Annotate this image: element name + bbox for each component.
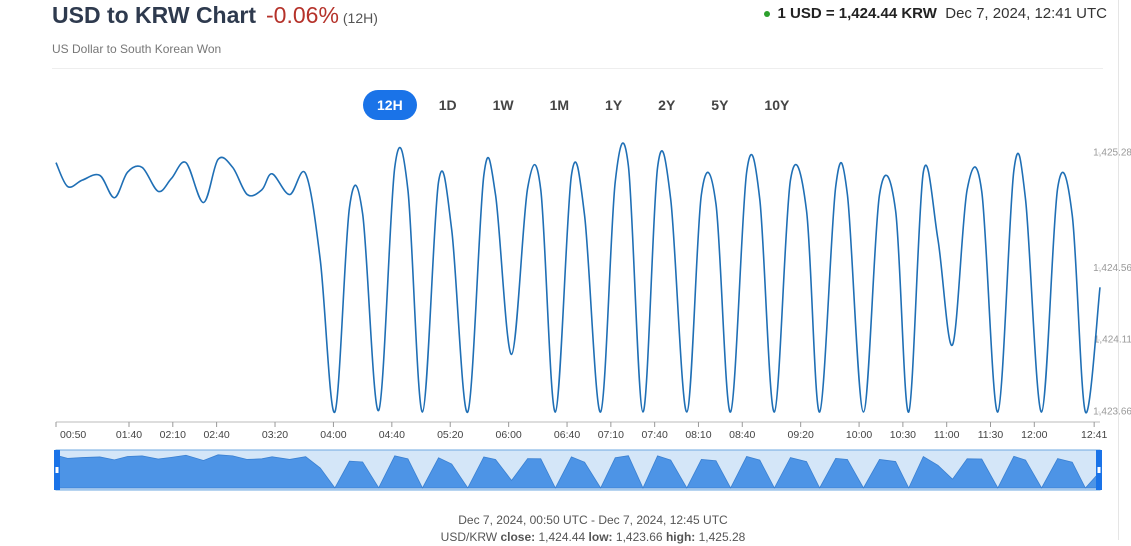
rate-box: 1 USD = 1,424.44 KRW Dec 7, 2024, 12:41 … [763,5,1107,22]
x-tick-label: 10:00 [846,429,872,441]
x-tick-label: 05:20 [437,429,463,441]
period: (12H) [342,10,378,26]
x-tick-label: 12:41 [1081,429,1107,441]
low-label: low: [588,530,613,544]
x-tick-label: 06:00 [496,429,522,441]
change: -0.06% [266,2,339,28]
price-line [55,142,1101,414]
range-button[interactable]: 1W [492,97,514,113]
footer-range: Dec 7, 2024, 00:50 UTC - Dec 7, 2024, 12… [458,513,728,527]
range-buttons: 12H 1D 1W 1M 1Y 2Y 5Y 10Y [363,90,811,120]
x-tick-label: 03:20 [262,429,288,441]
range-button[interactable]: 1Y [605,97,623,113]
x-tick-label: 11:30 [978,429,1004,441]
rate: 1 USD = 1,424.44 KRW [777,5,937,22]
y-tick-label: 1,424.11 [1094,335,1131,346]
close: 1,424.44 [538,530,586,544]
edge [1118,0,1119,540]
subtitle: US Dollar to South Korean Won [52,42,222,56]
range-button[interactable]: 10Y [764,97,790,113]
pair: USD/KRW [440,530,498,544]
x-tick-label: 11:00 [934,429,960,441]
x-tick-label: 10:30 [890,429,916,441]
y-tick-label: 1,425.28 [1093,148,1131,159]
footer-stats: USD/KRW close: 1,424.44 low: 1,423.66 hi… [0,529,1131,546]
date: Dec 7, 2024, 12:41 UTC [945,5,1107,22]
x-tick-label: 00:50 [60,429,86,441]
y-tick-label: 1,424.56 [1093,263,1131,274]
footer: Dec 7, 2024, 00:50 UTC - Dec 7, 2024, 12… [0,512,1131,546]
status-dot [763,11,770,18]
high-label: high: [665,530,696,544]
x-tick-label: 08:10 [685,429,711,441]
high: 1,425.28 [698,530,746,544]
navigator-grip [1097,467,1101,473]
x-tick-label: 02:40 [203,429,229,441]
range-button[interactable]: 5Y [711,97,729,113]
y-tick-label: 1,423.66 [1093,407,1131,418]
range-button[interactable]: 1M [549,97,570,113]
title: USD to KRW Chart [52,2,257,28]
x-tick-label: 06:40 [554,429,580,441]
navigator-area [55,454,1101,489]
header: USD to KRW Chart -0.06% (12H) [52,2,378,29]
navigator-grip [55,467,59,473]
x-tick-label: 09:20 [788,429,814,441]
x-tick-label: 01:40 [116,429,142,441]
x-tick-label: 12:00 [1021,429,1047,441]
x-tick-label: 02:10 [160,429,186,441]
x-tick-label: 04:00 [320,429,346,441]
range-button[interactable]: 2Y [658,97,676,113]
close-label: close: [500,530,536,544]
x-tick-label: 08:40 [729,429,755,441]
range-button[interactable]: 12H [363,90,417,120]
x-tick-label: 07:40 [642,429,668,441]
low: 1,423.66 [615,530,663,544]
separator [52,68,1103,69]
x-tick-label: 04:40 [379,429,405,441]
x-tick-label: 07:10 [598,429,624,441]
range-button[interactable]: 1D [438,97,457,113]
